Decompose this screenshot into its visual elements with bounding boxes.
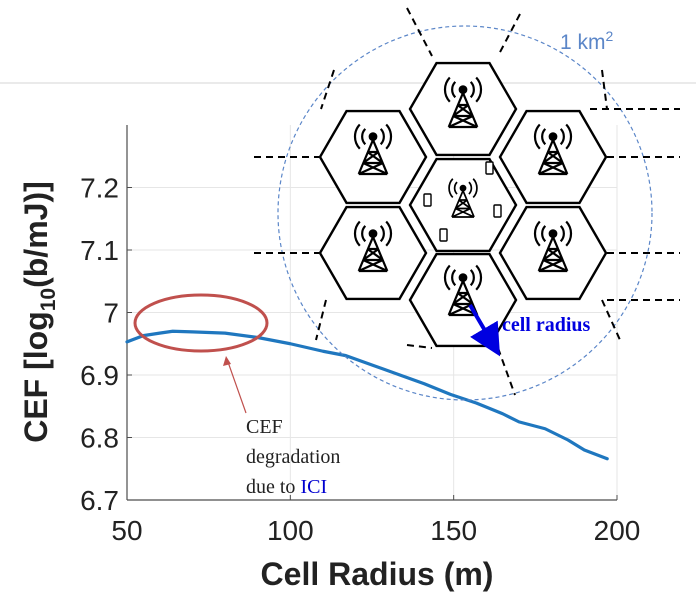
series-line [125,329,609,461]
cell-boundary-dashed [320,69,335,110]
area-label: 1 km2 [560,28,614,54]
cell-boundary-dashed [315,299,327,341]
cell-hexagon [408,252,518,348]
hexagonal-cell-layout [254,7,680,396]
cell-tower-icon [353,220,393,273]
cell-tower-icon [533,220,573,273]
cell-radius-arrow [468,303,501,357]
y-tick-label: 6.8 [80,423,119,454]
x-tick-label: 100 [267,515,314,546]
y-axis-title-sub: 10 [37,288,60,311]
user-devices [423,161,502,242]
y-tick-label: 7 [103,298,119,329]
y-tick-label: 6.7 [80,485,119,516]
cell-boundary-dashed [601,69,608,110]
ici-note-line-3: due to [246,476,300,498]
area-label-main: 1 km [560,31,606,54]
x-tick-label: 150 [430,515,477,546]
cell-tower-icon [448,178,478,218]
cell-hexagon [408,157,518,253]
phone-icon [485,161,494,175]
cell-boundary-dashed [497,13,521,57]
cell-tower-icon [443,264,483,317]
phone-icon [439,228,448,242]
ici-arrow-line [227,361,247,414]
ici-note: CEF degradation due to ICI [246,416,345,498]
ticks [126,187,618,501]
cell-tower-icon [533,123,573,176]
ici-arrow-head [223,356,231,366]
cell-boundary-dashed [601,299,621,341]
coverage-circle [277,25,653,401]
x-tick-label: 200 [594,515,641,546]
cell-boundary-dashed [406,344,433,349]
area-label-sup: 2 [606,28,614,44]
tick-labels: 50 100 150 200 6.7 6.8 6.9 7 7.1 7.2 [80,173,640,547]
cell-tower-icon [353,123,393,176]
y-axis-title-main: CEF [log [18,311,54,443]
tower-icons [353,76,573,317]
ici-note-line-2: degradation [246,446,340,468]
ici-note-line-1: CEF [246,416,283,438]
y-axis-title-tail: (b/mJ)] [18,181,54,288]
cell-radius-label: cell radius [502,314,591,336]
y-tick-label: 6.9 [80,360,119,391]
phone-icon [493,204,502,218]
x-tick-label: 50 [111,515,142,546]
ici-note-highlight: ICI [300,476,327,498]
cell-tower-icon [443,76,483,129]
y-tick-label: 7.1 [80,235,119,266]
cell-boundary-dashed [406,7,433,57]
y-axis-title: CEF [log10(b/mJ)] [18,181,60,443]
x-axis-title: Cell Radius (m) [261,556,494,592]
y-tick-label: 7.2 [80,173,119,204]
phone-icon [423,193,432,207]
ici-ellipse [133,293,269,353]
cell-boundary-dashed [497,347,516,396]
